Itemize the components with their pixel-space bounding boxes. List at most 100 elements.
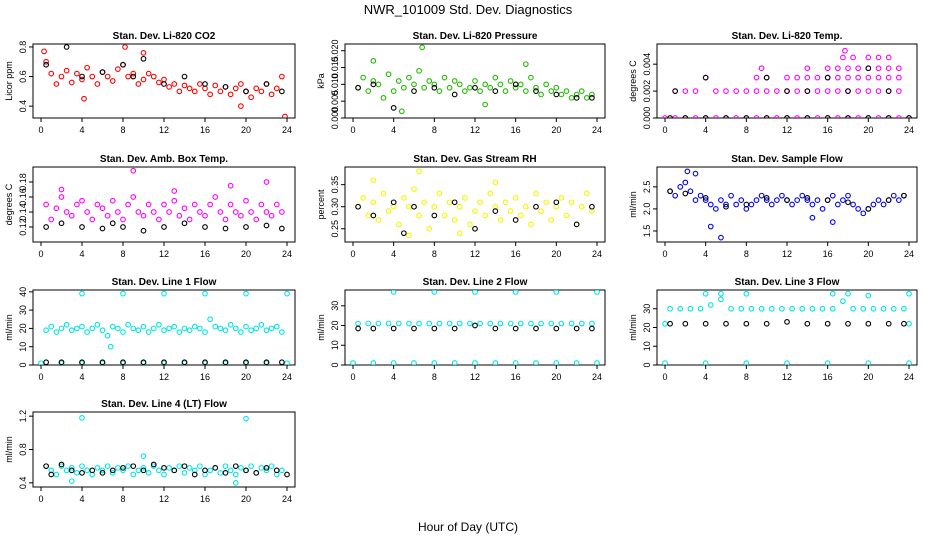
data-point (553, 91, 560, 98)
data-point (99, 359, 106, 365)
data-point (232, 325, 239, 332)
data-point (804, 195, 811, 201)
series-hourly (355, 322, 595, 332)
data-point (885, 320, 892, 327)
x-tick-label: 4 (79, 125, 84, 135)
data-point (48, 323, 55, 330)
panel-line3: Stan. Dev. Line 3 Flow 0 4 8 12 16 20 24 0 10 20 30… (628, 277, 918, 382)
data-point (558, 320, 565, 327)
data-point (728, 305, 734, 312)
data-point (804, 197, 811, 203)
data-point (865, 54, 872, 61)
data-point (789, 201, 795, 208)
data-point (906, 115, 912, 118)
data-point (416, 168, 422, 175)
data-point (94, 201, 101, 208)
data-point (181, 205, 188, 212)
data-point (419, 44, 425, 51)
x-tick-label: 0 (350, 372, 355, 382)
data-point (212, 82, 219, 89)
data-point (120, 464, 126, 471)
data-point (768, 201, 775, 208)
data-point (385, 320, 392, 327)
x-tick-label: 16 (823, 125, 833, 135)
data-point (667, 115, 673, 118)
x-tick-label: 8 (120, 125, 125, 135)
data-point (370, 199, 377, 206)
data-point (573, 325, 580, 332)
data-point (431, 81, 438, 88)
data-point (43, 201, 49, 208)
data-point (451, 360, 458, 365)
x-tick-label: 12 (782, 372, 792, 382)
data-point (763, 197, 770, 203)
data-point (860, 305, 867, 312)
data-point (161, 224, 167, 230)
data-point (268, 325, 275, 332)
data-point (360, 195, 367, 201)
data-point (81, 95, 87, 102)
data-point (48, 70, 55, 77)
data-point (222, 359, 229, 365)
data-point (109, 467, 116, 474)
panel-ambbox: Stan. Dev. Amb. Box Temp. 0 4 8 12 16 20 24 0.12… (4, 154, 296, 259)
data-point (799, 305, 806, 312)
plot-frame (32, 166, 296, 243)
x-tick-label: 20 (863, 372, 873, 382)
x-tick-label: 20 (551, 125, 561, 135)
data-point (789, 305, 795, 312)
data-point (263, 464, 270, 471)
data-point (191, 201, 198, 208)
data-point (553, 290, 560, 295)
data-point (467, 84, 473, 91)
data-point (120, 290, 126, 297)
x-tick-label: 12 (159, 372, 169, 382)
data-point (161, 81, 167, 87)
data-points (355, 168, 595, 239)
x-tick-label: 4 (703, 249, 708, 259)
data-point (253, 85, 260, 92)
x-tick-label: 20 (241, 249, 251, 259)
data-point (794, 74, 801, 81)
data-point (763, 195, 770, 201)
x-tick-label: 24 (592, 125, 602, 135)
data-point (79, 414, 85, 421)
data-point (140, 50, 147, 56)
data-point (487, 84, 494, 91)
data-point (712, 206, 719, 212)
data-point (522, 203, 529, 210)
y-tick-label: 0.000 (642, 107, 652, 130)
data-point (79, 73, 85, 80)
data-point (130, 463, 137, 470)
x-tick-label: 16 (823, 372, 833, 382)
data-point (763, 88, 770, 94)
data-point (718, 296, 724, 303)
x-tick-label: 0 (662, 249, 667, 259)
data-point (238, 103, 244, 110)
data-point (538, 208, 544, 214)
x-tick-label: 12 (470, 249, 480, 259)
data-point (589, 91, 595, 98)
data-point (104, 463, 111, 470)
data-point (79, 290, 85, 297)
data-point (829, 192, 836, 199)
data-point (497, 320, 504, 327)
data-point (284, 360, 290, 365)
data-point (145, 201, 152, 208)
panel-line4: Stan. Dev. Line 4 (LT) Flow 0 4 8 12 16 20 24 0.… (4, 399, 296, 504)
data-point (212, 194, 219, 200)
data-point (130, 167, 137, 174)
data-point (263, 81, 270, 87)
y-tick-label: 0.000 (330, 107, 340, 130)
panel-title: Stan. Dev. Line 1 Flow (112, 277, 217, 288)
data-point (258, 321, 265, 328)
data-point (692, 197, 699, 203)
y-tick-label: 0.35 (330, 176, 340, 194)
data-point (758, 65, 765, 72)
data-point (186, 327, 193, 334)
y-axis-label: ml/min (316, 314, 326, 341)
y-tick-label: 40 (18, 287, 28, 297)
data-point (672, 88, 679, 94)
data-point (472, 322, 478, 329)
data-point (845, 192, 851, 199)
